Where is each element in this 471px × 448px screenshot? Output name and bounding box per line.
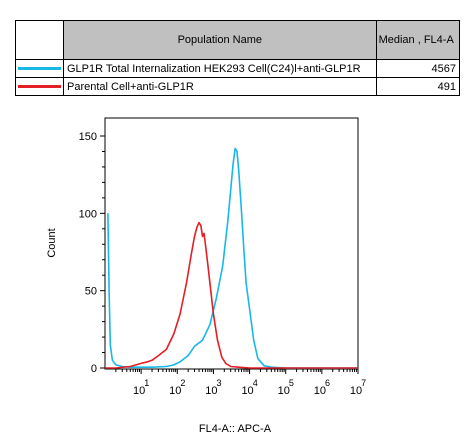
x-tick-base: 10: [241, 385, 253, 397]
series-line-glp1r: [107, 147, 358, 369]
x-tick-label-2: 102: [169, 378, 185, 397]
x-tick-base: 10: [350, 385, 362, 397]
x-axis-label: FL4-A:: APC-A: [199, 423, 272, 435]
legend-swatch-parental: [15, 77, 64, 96]
x-tick-label-7: 107: [350, 378, 366, 397]
x-tick-label-1: 101: [133, 378, 149, 397]
plot-frame: [104, 117, 359, 370]
x-tick-base: 10: [205, 385, 217, 397]
x-tick-label-4: 104: [241, 378, 257, 397]
x-tick-exponent: 7: [361, 378, 366, 388]
x-tick-base: 10: [278, 385, 290, 397]
x-tick-exponent: 5: [289, 378, 294, 388]
y-tick-label-0: 0: [91, 363, 97, 375]
legend-name-parental: Parental Cell+anti-GLP1R: [63, 77, 377, 96]
legend-header-median: Median , FL4-A: [375, 20, 461, 60]
x-tick-label-5: 105: [278, 378, 294, 397]
x-tick-exponent: 1: [144, 378, 149, 388]
x-tick-exponent: 2: [180, 378, 185, 388]
legend-header-blank: [15, 20, 64, 60]
series-group: [105, 147, 358, 369]
x-tick-label-6: 106: [314, 378, 330, 397]
y-tick-label-100: 100: [79, 208, 97, 220]
series-line-parental: [105, 221, 358, 369]
x-tick-exponent: 4: [253, 378, 258, 388]
y-axis-label: Count: [46, 228, 58, 257]
legend-row-parental: Parental Cell+anti-GLP1R 491: [15, 77, 461, 96]
legend-median-parental: 491: [375, 77, 461, 96]
legend-table: Population Name Median , FL4-A GLP1R Tot…: [15, 20, 461, 96]
x-tick-base: 10: [169, 385, 181, 397]
x-tick-exponent: 3: [217, 378, 222, 388]
x-tick-label-3: 103: [205, 378, 221, 397]
y-tick-label-50: 50: [85, 286, 97, 298]
x-tick-exponent: 6: [325, 378, 330, 388]
y-axis: 0 50 100 150: [79, 131, 105, 375]
x-tick-base: 10: [314, 385, 326, 397]
legend-median-glp1r: 4567: [375, 59, 461, 78]
x-tick-base: 10: [133, 385, 145, 397]
y-tick-label-150: 150: [79, 131, 97, 143]
